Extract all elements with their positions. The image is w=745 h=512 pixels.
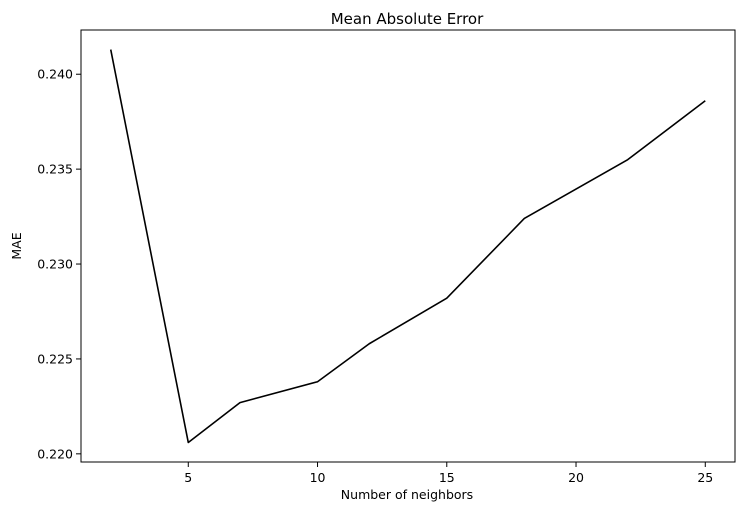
x-tick-label: 20 (568, 470, 584, 485)
x-axis-label: Number of neighbors (341, 487, 473, 502)
x-tick-label: 5 (184, 470, 192, 485)
y-tick-label: 0.240 (37, 67, 73, 82)
y-axis: 0.220 0.225 0.230 0.235 0.240 (37, 67, 81, 461)
y-tick-label: 0.220 (37, 446, 73, 461)
chart-title: Mean Absolute Error (331, 10, 484, 28)
x-tick-label: 10 (310, 470, 326, 485)
y-axis-label: MAE (9, 232, 24, 259)
y-tick-label: 0.235 (37, 162, 73, 177)
y-tick-label: 0.230 (37, 257, 73, 272)
x-tick-label: 15 (439, 470, 455, 485)
x-tick-label: 25 (697, 470, 713, 485)
series-line (109, 49, 706, 444)
x-axis: 5 10 15 20 25 (184, 462, 713, 485)
y-tick-label: 0.225 (37, 351, 73, 366)
plot-area (80, 29, 736, 463)
